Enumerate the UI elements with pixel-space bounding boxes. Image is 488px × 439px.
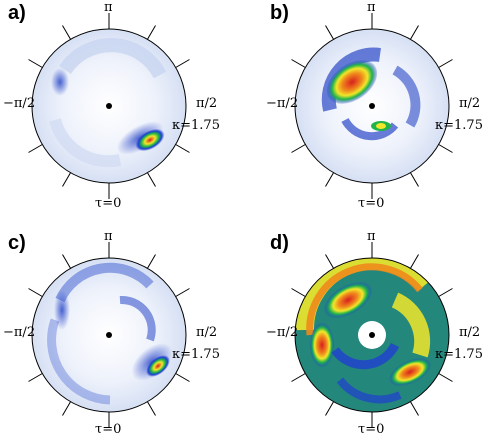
panel-d-center-dot	[369, 332, 375, 338]
panel-d-kappa-label: κ=1.75	[435, 347, 483, 362]
panel-d-bottom-label: τ=0	[358, 422, 385, 437]
panel-b-kappa-label: κ=1.75	[435, 118, 483, 133]
panel-a-right-label: π/2	[196, 96, 218, 111]
panel-a-letter: a)	[8, 2, 26, 24]
panel-b-left-label: −π/2	[266, 96, 299, 111]
panel-d-letter: d)	[270, 232, 289, 254]
panel-d	[291, 242, 453, 428]
panel-c-bottom-label: τ=0	[95, 422, 122, 437]
panel-c-top-label: π	[104, 229, 113, 244]
panel-d-right-label: π/2	[459, 325, 481, 340]
panel-b-intensity	[321, 47, 421, 141]
panel-b-ticks	[291, 13, 453, 199]
panel-a-bottom-label: τ=0	[95, 196, 122, 211]
panel-a-intensity	[49, 38, 167, 168]
panel-c-kappa-label: κ=1.75	[172, 347, 220, 362]
panel-a	[28, 13, 190, 199]
panel-c-intensity	[47, 262, 173, 405]
panel-b-letter: b)	[270, 2, 289, 24]
panel-c-left-label: −π/2	[3, 325, 36, 340]
panel-a-left-label: −π/2	[3, 96, 36, 111]
panel-c	[28, 242, 190, 428]
panel-c-center-dot	[106, 332, 112, 338]
panel-d-left-label: −π/2	[266, 325, 299, 340]
panel-a-center-dot	[106, 103, 112, 109]
panel-b-bottom-label: τ=0	[358, 196, 385, 211]
panel-b-right-label: π/2	[459, 96, 481, 111]
panel-a-kappa-label: κ=1.75	[172, 118, 220, 133]
panel-c-right-label: π/2	[196, 325, 218, 340]
panel-b	[291, 13, 453, 199]
panel-b-center-dot	[369, 103, 375, 109]
panel-c-letter: c)	[8, 232, 26, 254]
panel-d-intensity	[295, 258, 449, 412]
panel-a-ticks	[28, 13, 190, 199]
panel-a-top-label: π	[104, 0, 113, 15]
panel-b-top-label: π	[367, 0, 376, 15]
panel-d-ticks	[291, 242, 453, 428]
panel-c-ticks	[28, 242, 190, 428]
panel-d-top-label: π	[367, 229, 376, 244]
